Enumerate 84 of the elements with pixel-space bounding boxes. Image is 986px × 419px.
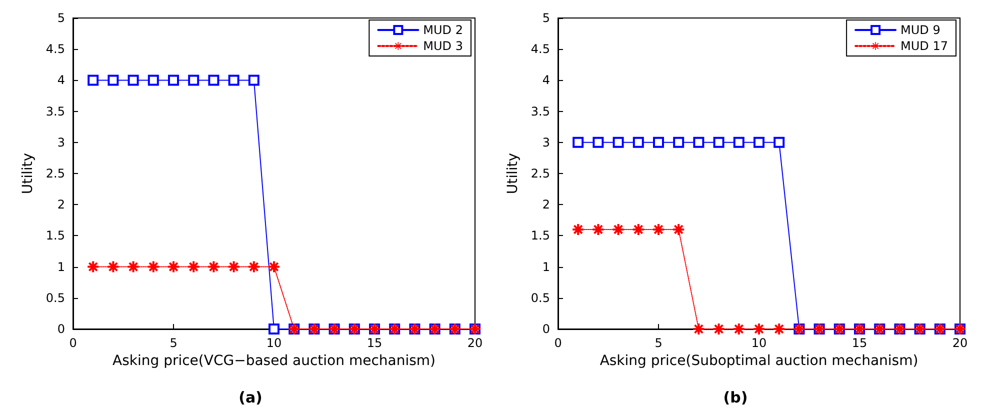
x-tick-label: 20: [952, 336, 968, 350]
point: [733, 136, 744, 148]
point: [88, 74, 99, 86]
point: [612, 136, 624, 148]
y-tick-label: 1: [542, 260, 550, 274]
y-tick-label: 1.5: [46, 228, 65, 243]
y-tick-label: 0: [542, 322, 550, 336]
y-axis-title: Utility: [505, 152, 522, 194]
point: [572, 224, 584, 235]
point: [754, 324, 764, 334]
y-tick-label: 4.5: [530, 42, 550, 56]
point: [733, 324, 744, 334]
point: [168, 74, 179, 86]
point: [713, 136, 724, 148]
legend-label: MUD 2: [423, 23, 463, 37]
point: [693, 324, 704, 334]
x-tick-label: 0: [554, 336, 562, 350]
point: [248, 74, 260, 86]
point: [248, 261, 260, 272]
point: [148, 261, 159, 272]
x-tick-label: 15: [366, 336, 382, 350]
y-tick-label: 1.5: [530, 228, 550, 243]
y-tick-label: 4: [57, 73, 65, 88]
point: [774, 324, 785, 334]
point: [653, 224, 664, 235]
point: [148, 74, 159, 86]
point: [754, 136, 764, 148]
point: [208, 261, 220, 272]
x-axis-title: Asking price(VCG−based auction mechanism): [112, 352, 436, 369]
point: [228, 74, 240, 86]
text: (a): [238, 388, 262, 406]
text: (b): [723, 388, 748, 406]
y-tick-label: 4: [542, 73, 550, 88]
point: [268, 324, 280, 334]
y-tick-label: 1: [57, 260, 65, 274]
point: [108, 261, 119, 272]
point: [673, 136, 684, 148]
point: [592, 136, 604, 148]
x-tick-label: 5: [654, 336, 662, 350]
point: [188, 261, 200, 272]
point: [228, 261, 240, 272]
x-tick-label: 15: [852, 336, 868, 350]
point: [128, 74, 139, 86]
legend-label: MUD 9: [900, 23, 940, 37]
point: [108, 74, 119, 86]
point: [188, 74, 200, 86]
point: [632, 136, 644, 148]
point: [693, 136, 704, 148]
y-tick-label: 2: [57, 198, 65, 212]
point: [128, 261, 139, 272]
legend-label: MUD 17: [900, 39, 948, 53]
y-tick-label: 4.5: [46, 42, 65, 56]
point: [592, 224, 604, 235]
point: [653, 136, 664, 148]
y-tick-label: 0.5: [530, 290, 550, 305]
point: [713, 324, 724, 334]
point: [268, 261, 280, 272]
y-tick-label: 3.5: [46, 104, 65, 118]
y-tick-label: 5: [57, 11, 65, 25]
legend-label: MUD 3: [423, 39, 463, 53]
y-tick-label: 0.5: [46, 290, 65, 305]
y-tick-label: 2.5: [46, 166, 65, 180]
point: [673, 224, 684, 235]
y-tick-label: 2.5: [530, 166, 550, 180]
point: [632, 224, 644, 235]
point: [168, 261, 179, 272]
y-tick-label: 0: [57, 322, 65, 336]
x-axis-title: Asking price(Suboptimal auction mechanism): [600, 352, 918, 369]
point: [572, 136, 584, 148]
point: [208, 74, 220, 86]
y-tick-label: 5: [542, 11, 550, 25]
y-tick-label: 3.5: [530, 104, 550, 118]
x-tick-label: 10: [751, 336, 767, 350]
point: [88, 261, 99, 272]
point: [774, 136, 785, 148]
x-tick-label: 5: [170, 336, 178, 350]
x-tick-label: 20: [467, 336, 483, 350]
x-tick-label: 0: [69, 336, 77, 350]
x-tick-label: 10: [266, 336, 282, 350]
y-tick-label: 3: [542, 135, 550, 150]
y-tick-label: 3: [57, 135, 65, 150]
point: [612, 224, 624, 235]
y-tick-label: 2: [542, 198, 550, 212]
y-axis-title: Utility: [20, 152, 36, 194]
